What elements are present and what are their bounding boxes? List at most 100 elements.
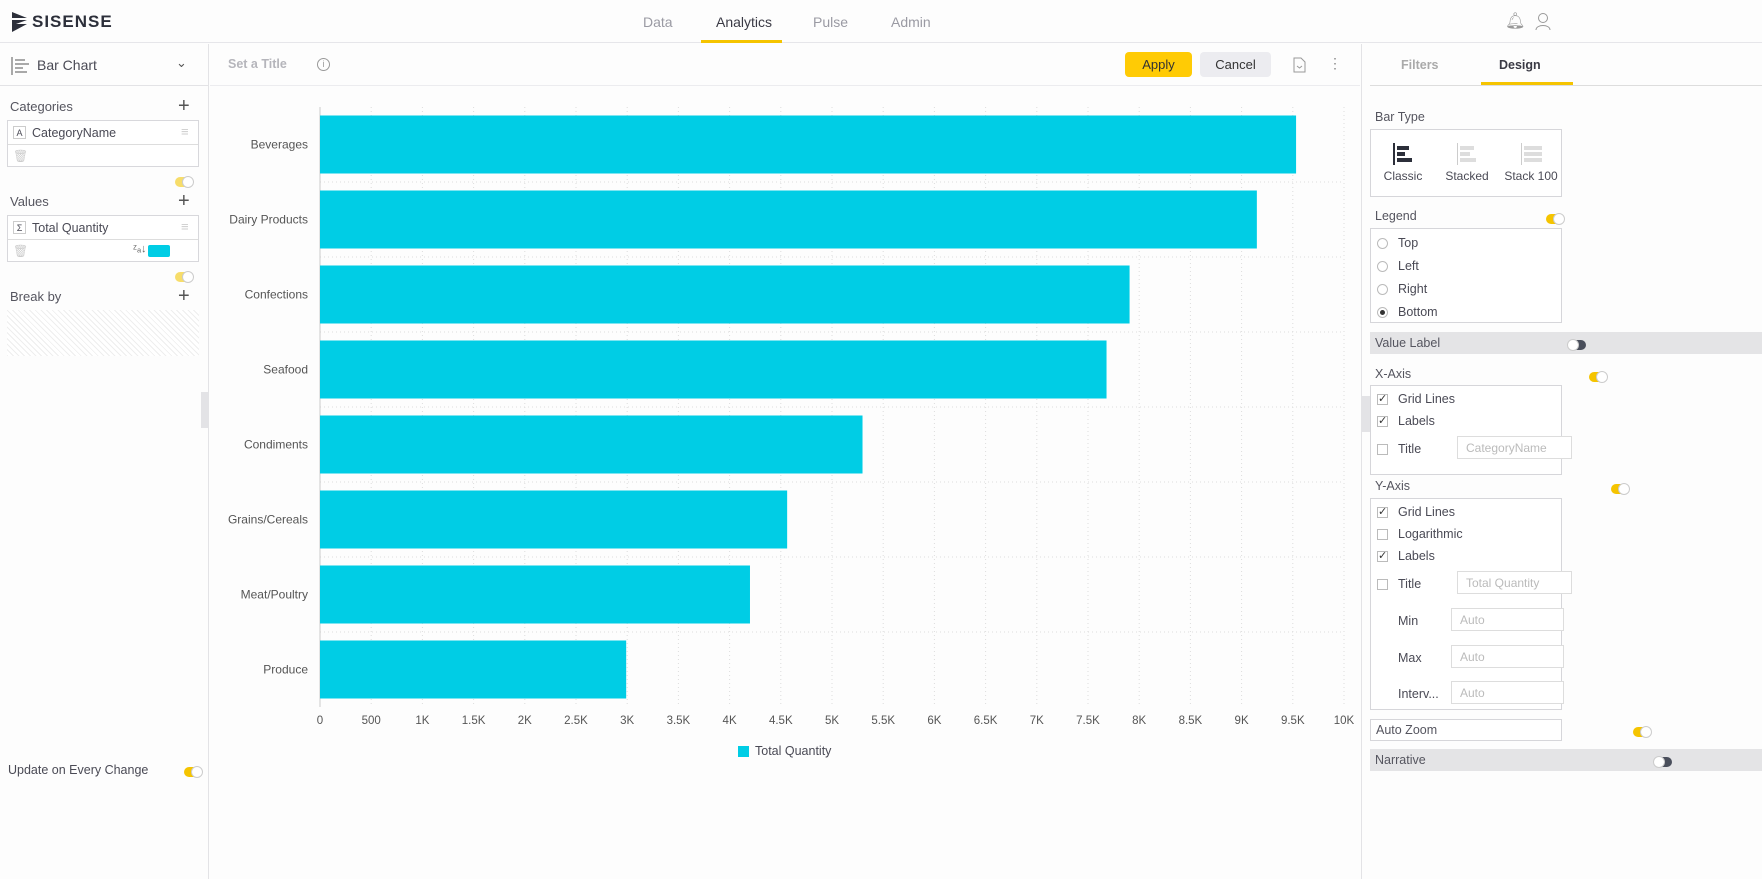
categories-heading: Categories: [10, 99, 73, 114]
drag-handle-icon[interactable]: ≡: [181, 219, 189, 234]
update-every-change-toggle[interactable]: [184, 766, 203, 778]
x-title-input[interactable]: CategoryName: [1457, 436, 1572, 459]
x-tick-label: 5K: [825, 715, 839, 727]
bar-type-stacked[interactable]: Stacked: [1435, 130, 1499, 196]
y-interval-input[interactable]: Auto: [1451, 681, 1564, 704]
bar-type-selector: Classic Stacked Stack 100: [1370, 129, 1562, 197]
bar[interactable]: [320, 490, 788, 549]
x-tick-label: 9.5K: [1281, 715, 1305, 727]
x-tick-label: 5.5K: [871, 715, 895, 727]
left-panel: Bar Chart ⌄ Categories + A CategoryName …: [0, 44, 209, 879]
nav-data[interactable]: Data: [643, 14, 673, 30]
add-break-by-button[interactable]: +: [178, 285, 190, 307]
tab-design[interactable]: Design: [1499, 58, 1541, 72]
bar-type-classic[interactable]: Classic: [1371, 130, 1435, 196]
break-by-dropzone[interactable]: [7, 310, 199, 356]
bar[interactable]: [320, 640, 627, 699]
value-toggle[interactable]: [175, 271, 194, 283]
x-axis-label: X-Axis: [1375, 367, 1412, 381]
apply-button[interactable]: Apply: [1125, 52, 1192, 77]
x-tick-label: 3K: [620, 715, 634, 727]
y-grid-lines-checkbox[interactable]: ✓ Grid Lines: [1377, 505, 1455, 519]
tab-filters[interactable]: Filters: [1401, 58, 1439, 72]
category-label: Grains/Cereals: [228, 513, 308, 527]
add-value-button[interactable]: +: [178, 190, 190, 212]
drag-handle-icon[interactable]: ≡: [181, 124, 189, 139]
break-by-heading: Break by: [10, 289, 62, 304]
category-field-name: CategoryName: [32, 126, 117, 140]
x-title-checkbox[interactable]: Title: [1377, 442, 1421, 456]
legend-option-left[interactable]: Left: [1377, 259, 1419, 273]
add-category-button[interactable]: +: [178, 95, 190, 117]
nav-admin[interactable]: Admin: [891, 14, 931, 30]
y-max-input[interactable]: Auto: [1451, 645, 1564, 668]
x-axis-toggle[interactable]: [1589, 371, 1609, 383]
y-labels-checkbox[interactable]: ✓ Labels: [1377, 549, 1435, 563]
value-field-name: Total Quantity: [32, 221, 109, 235]
nav-pulse[interactable]: Pulse: [813, 14, 849, 30]
y-interval-label: Interv...: [1398, 687, 1439, 701]
x-tick-label: 1.5K: [462, 715, 486, 727]
trash-icon[interactable]: 🗑︎: [13, 244, 29, 258]
x-tick-label: 2K: [518, 715, 532, 727]
cancel-button[interactable]: Cancel: [1200, 52, 1271, 77]
y-min-input[interactable]: Auto: [1451, 608, 1564, 631]
category-label: Seafood: [263, 363, 308, 377]
bar[interactable]: [320, 340, 1107, 399]
trash-icon[interactable]: 🗑︎: [13, 149, 29, 163]
legend-option-right[interactable]: Right: [1377, 282, 1427, 296]
info-icon[interactable]: i: [317, 58, 330, 71]
nav-active-indicator: [701, 40, 782, 43]
stacked-bar-icon: [1457, 143, 1476, 165]
x-axis-options: ✓ Grid Lines ✓ Labels Title CategoryName: [1370, 385, 1572, 475]
panel-tabs: Filters Design: [1370, 44, 1762, 86]
x-tick-label: 10K: [1334, 715, 1355, 727]
chart-legend[interactable]: Total Quantity: [738, 744, 831, 758]
y-axis-toggle[interactable]: [1610, 483, 1630, 495]
sisense-logo[interactable]: SISENSE: [12, 12, 113, 32]
x-tick-label: 7.5K: [1076, 715, 1100, 727]
x-grid-lines-checkbox[interactable]: ✓ Grid Lines: [1377, 392, 1455, 406]
x-tick-label: 6K: [927, 715, 941, 727]
category-label: Confections: [245, 288, 308, 302]
sort-desc-icon[interactable]: ᶻₐ↓: [133, 243, 147, 255]
legend-option-bottom[interactable]: Bottom: [1377, 305, 1438, 319]
chart-type-selector[interactable]: Bar Chart ⌄: [0, 44, 209, 86]
narrative-toggle[interactable]: [1653, 756, 1673, 768]
user-icon[interactable]: [1535, 12, 1551, 30]
auto-zoom-toggle[interactable]: [1632, 726, 1652, 738]
category-label: Beverages: [251, 138, 308, 152]
more-options-icon[interactable]: ⋮: [1328, 55, 1342, 71]
y-title-checkbox[interactable]: Title: [1377, 577, 1421, 591]
value-field-card[interactable]: Σ Total Quantity ≡ 🗑︎ ᶻₐ↓: [7, 215, 199, 283]
category-field-card[interactable]: A CategoryName ≡ 🗑︎: [7, 120, 199, 188]
export-file-icon[interactable]: [1293, 57, 1306, 73]
bar-type-stack-100[interactable]: Stack 100: [1499, 130, 1563, 196]
nav-analytics[interactable]: Analytics: [716, 14, 773, 30]
series-color-swatch[interactable]: [148, 245, 170, 257]
y-title-input[interactable]: Total Quantity: [1457, 571, 1572, 594]
bell-icon[interactable]: 🔔︎: [1505, 13, 1526, 30]
chart-type-label: Bar Chart: [37, 57, 97, 73]
widget-title-input[interactable]: Set a Title: [228, 57, 287, 71]
bar[interactable]: [320, 115, 1297, 174]
y-axis-label: Y-Axis: [1375, 479, 1410, 493]
collapse-left-handle[interactable]: [201, 392, 209, 428]
y-logarithmic-checkbox[interactable]: Logarithmic: [1377, 527, 1463, 541]
x-labels-checkbox[interactable]: ✓ Labels: [1377, 414, 1435, 428]
narrative-section: Narrative: [1370, 749, 1762, 771]
legend-toggle[interactable]: [1546, 213, 1565, 225]
x-tick-label: 8K: [1132, 715, 1146, 727]
legend-option-top[interactable]: Top: [1377, 236, 1418, 250]
bar[interactable]: [320, 565, 750, 624]
bar[interactable]: [320, 265, 1130, 324]
value-label-toggle[interactable]: [1566, 339, 1586, 351]
legend-section-label: Legend: [1375, 209, 1417, 223]
bar[interactable]: [320, 415, 863, 474]
bar[interactable]: [320, 190, 1257, 249]
legend-label: Total Quantity: [755, 744, 832, 758]
sum-type-icon: Σ: [13, 221, 26, 234]
collapse-right-handle[interactable]: [1362, 396, 1370, 432]
category-toggle[interactable]: [175, 176, 194, 188]
y-min-label: Min: [1398, 614, 1419, 628]
